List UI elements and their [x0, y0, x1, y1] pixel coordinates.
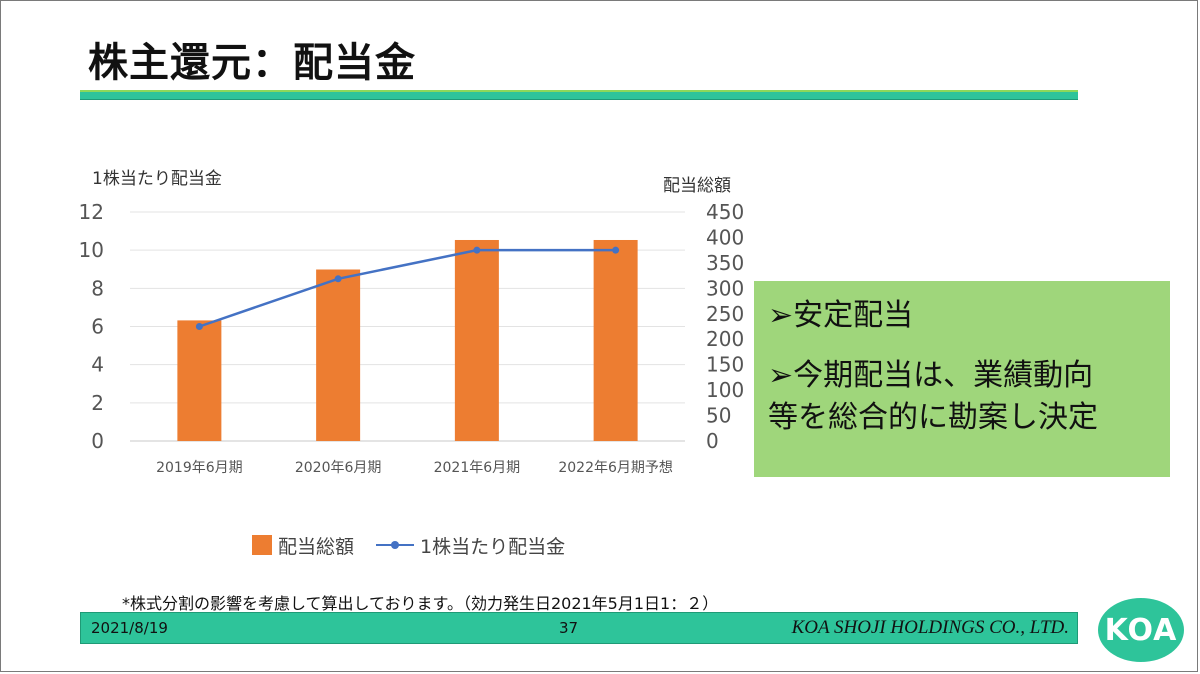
right-axis-tick-label: 450 — [706, 200, 744, 224]
left-axis-ticks: 0 2 4 6 8 10 12 — [79, 200, 104, 453]
right-axis-tick-label: 200 — [706, 327, 744, 351]
company-name: KOA SHOJI HOLDINGS CO., LTD. — [791, 617, 1069, 638]
legend-label-per-share: 1株当たり配当金 — [420, 535, 566, 558]
koa-logo: KOA — [1098, 598, 1184, 662]
callout-line-current-dividend: ➢今期配当は、業績動向 — [768, 358, 1094, 393]
right-axis-tick-label: 400 — [706, 225, 744, 249]
footer-bar: 2021/8/19 37 KOA SHOJI HOLDINGS CO., LTD… — [80, 612, 1078, 644]
slide-title: 株主還元：配当金 — [88, 40, 416, 86]
left-axis-tick-label: 8 — [91, 276, 104, 300]
chart-legend: 配当総額 1株当たり配当金 — [252, 530, 565, 560]
left-axis-tick-label: 0 — [91, 429, 104, 453]
left-axis-tick-label: 10 — [79, 238, 104, 262]
left-axis-tick-label: 12 — [79, 200, 104, 224]
right-axis-title: 配当総額 — [663, 176, 731, 196]
left-axis-tick-label: 4 — [91, 353, 104, 377]
point-dividend-per-share — [195, 323, 203, 330]
category-label: 2020年6月期 — [295, 460, 382, 476]
left-axis-tick-label: 6 — [91, 315, 104, 339]
right-axis-tick-label: 250 — [706, 302, 744, 326]
bar-series-total-dividend — [177, 239, 638, 441]
right-axis-tick-label: 0 — [706, 429, 719, 453]
line-dividend-per-share — [198, 248, 616, 328]
right-axis-tick-label: 100 — [706, 378, 744, 402]
footer-date: 2021/8/19 — [91, 619, 168, 637]
right-axis-tick-label: 300 — [706, 276, 744, 300]
category-label: 2021年6月期 — [434, 460, 521, 476]
category-labels: 2019年6月期 2020年6月期 2021年6月期 2022年6月期予想 — [156, 460, 673, 476]
page-number: 37 — [559, 619, 579, 637]
left-axis-tick-label: 2 — [91, 391, 104, 415]
callout-line-decision: 等を総合的に勘案し決定 — [768, 400, 1098, 435]
callout-line-stable-dividend: ➢安定配当 — [768, 298, 914, 333]
chart-gridlines — [130, 211, 685, 442]
category-label: 2019年6月期 — [156, 460, 243, 476]
legend-line-swatch — [376, 535, 415, 555]
title-underline-bar — [80, 90, 1078, 100]
bar-total-dividend — [177, 320, 222, 441]
legend-label-total: 配当総額 — [278, 535, 355, 558]
right-axis-tick-label: 50 — [706, 404, 731, 428]
footnote: *株式分割の影響を考慮して算出しております。（効力発生日2021年5月1日1：２… — [122, 594, 719, 613]
right-axis-tick-label: 150 — [706, 353, 744, 377]
bar-total-dividend — [593, 239, 638, 441]
bar-total-dividend — [454, 239, 499, 441]
legend-bar-swatch — [252, 535, 272, 555]
right-axis-tick-label: 350 — [706, 251, 744, 275]
bar-total-dividend — [316, 269, 361, 441]
policy-callout: ➢安定配当 ➢今期配当は、業績動向 等を総合的に勘案し決定 — [754, 281, 1170, 477]
point-dividend-per-share — [473, 246, 481, 254]
point-dividend-per-share — [334, 275, 342, 283]
category-label: 2022年6月期予想 — [558, 460, 673, 476]
line-series-dividend-per-share — [195, 246, 620, 330]
left-axis-title: 1株当たり配当金 — [92, 169, 222, 189]
point-dividend-per-share — [612, 246, 620, 254]
